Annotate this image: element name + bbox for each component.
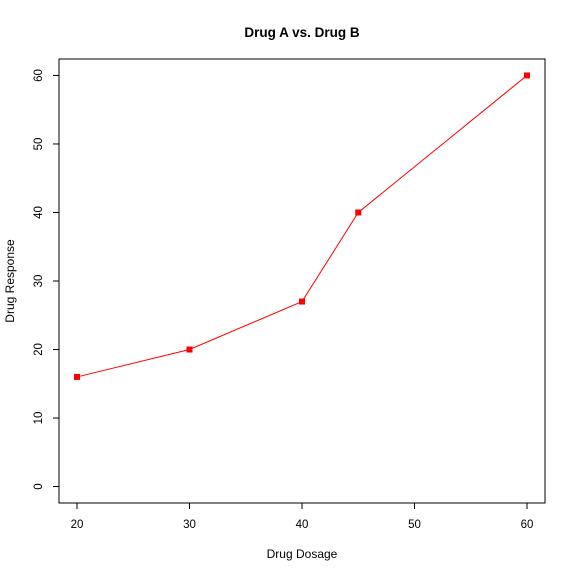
y-tick-label: 0 bbox=[33, 483, 45, 489]
y-tick-label: 10 bbox=[33, 412, 45, 425]
data-point bbox=[355, 209, 362, 216]
x-tick-label: 50 bbox=[408, 519, 421, 531]
y-tick-label: 40 bbox=[33, 206, 45, 219]
chart-title: Drug A vs. Drug B bbox=[244, 25, 360, 40]
x-axis-label: Drug Dosage bbox=[267, 547, 338, 561]
y-tick-label: 60 bbox=[33, 69, 45, 82]
x-axis: 20 30 40 50 60 bbox=[71, 502, 534, 531]
series-line bbox=[76, 75, 528, 378]
data-point bbox=[299, 298, 305, 305]
y-tick-label: 20 bbox=[33, 343, 45, 356]
plot-frame bbox=[58, 58, 546, 504]
y-tick-label: 30 bbox=[33, 275, 45, 288]
data-point bbox=[524, 72, 530, 79]
x-tick-label: 20 bbox=[71, 519, 84, 531]
y-axis-label: Drug Response bbox=[3, 239, 17, 323]
y-axis: 0 10 20 30 40 50 60 bbox=[33, 69, 60, 490]
data-point bbox=[74, 373, 80, 380]
series-layer bbox=[74, 72, 530, 380]
y-tick-label: 50 bbox=[33, 138, 45, 151]
x-tick-label: 60 bbox=[521, 519, 534, 531]
x-tick-label: 30 bbox=[183, 519, 196, 531]
x-tick-label: 40 bbox=[296, 519, 309, 531]
data-point bbox=[186, 346, 193, 353]
